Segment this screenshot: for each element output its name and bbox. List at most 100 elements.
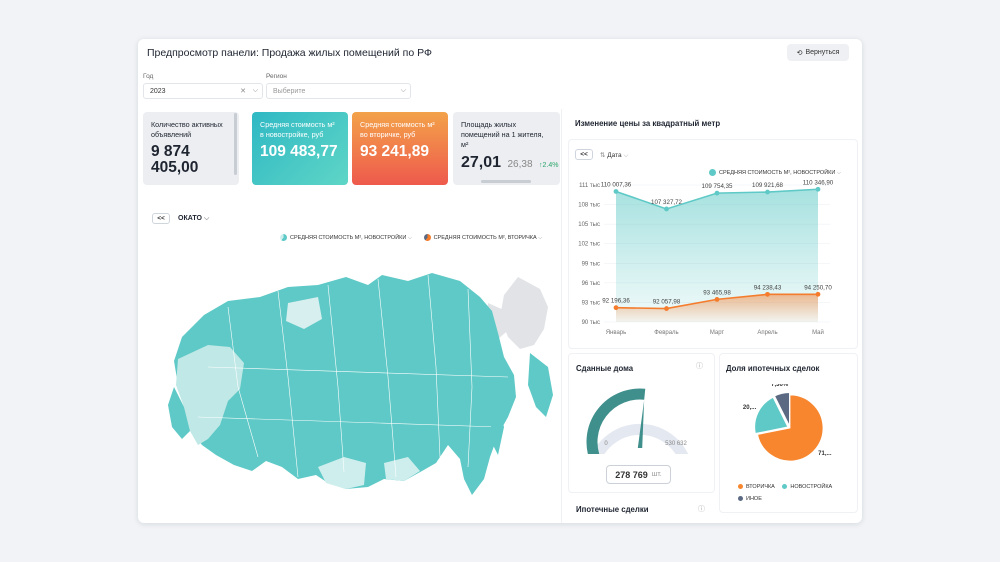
data-point[interactable] <box>765 291 770 297</box>
share-legend: ВТОРИЧКА НОВОСТРОЙКА ИНОЕ <box>738 484 832 502</box>
data-point[interactable] <box>765 189 770 195</box>
year-value: 2023 <box>150 87 166 95</box>
gauge-min-label: 0 <box>604 441 608 447</box>
pie-slice[interactable] <box>774 392 790 426</box>
y-tick-label: 111 тыс <box>579 183 600 189</box>
gauge-fill <box>586 388 646 454</box>
region-placeholder: Выберите <box>273 87 306 95</box>
kpi-label: Средняя стоимость м² во вторичке, руб <box>360 120 435 139</box>
back-button[interactable]: ⟲ Вернуться <box>787 44 849 61</box>
map-region-main[interactable] <box>174 273 516 495</box>
gauge-chart: 0 530 632 <box>586 388 689 454</box>
legend-dot-icon <box>738 484 743 490</box>
back-label: Вернуться <box>805 49 840 56</box>
gauge-track <box>591 423 689 454</box>
map-legend-secondary: СРЕДНЯЯ СТОИМОСТЬ М², ВТОРИЧКА <box>433 234 537 241</box>
gauge-value-box: 278 769 шт. <box>606 465 671 484</box>
data-label: 94 250,70 <box>804 284 832 291</box>
y-tick-label: 105 тыс <box>578 222 600 228</box>
year-select[interactable]: 2023 ✕ ⌵ <box>143 83 263 99</box>
legend-dot-icon <box>709 169 716 176</box>
kpi-label: Средняя стоимость м² в новостройке, руб <box>260 120 335 139</box>
divider <box>561 109 562 523</box>
data-point[interactable] <box>664 206 669 212</box>
chart-back-button[interactable]: << <box>575 149 593 160</box>
data-label: 94 238,43 <box>754 284 782 291</box>
x-tick-label: Апрель <box>757 330 777 336</box>
data-label: 110 346,90 <box>803 179 834 186</box>
share-box <box>719 353 858 513</box>
map-level-select[interactable]: ОКАТО ⌵ <box>178 215 210 222</box>
map-level-label: ОКАТО <box>178 215 202 222</box>
gauge-unit: шт. <box>651 471 662 478</box>
data-point[interactable] <box>613 305 619 311</box>
pie-label: 7,36% <box>771 384 789 388</box>
data-label: 110 007,36 <box>601 181 632 188</box>
gauge-value: 278 769 <box>615 469 648 480</box>
data-point[interactable] <box>664 306 669 311</box>
series-area <box>616 189 818 322</box>
gauge-box <box>568 353 715 493</box>
kpi-card-new-price: Средняя стоимость м² в новостройке, руб … <box>252 112 348 185</box>
map-region-chukotka[interactable] <box>500 277 548 349</box>
data-point[interactable] <box>613 189 619 194</box>
map-legend-new: СРЕДНЯЯ СТОИМОСТЬ М², НОВОСТРОЙКИ <box>290 234 407 241</box>
page-title: Предпросмотр панели: Продажа жилых помещ… <box>147 47 432 59</box>
series-area <box>616 294 818 322</box>
legend-label: НОВОСТРОЙКА <box>790 484 833 490</box>
chart-dim-select[interactable]: ⇅ Дата ⌵ <box>600 152 629 159</box>
scrollbar[interactable] <box>481 180 531 183</box>
region-select[interactable]: Выберите ⌵ <box>266 83 411 99</box>
map-back-button[interactable]: << <box>152 213 170 224</box>
y-tick-label: 108 тыс <box>578 203 600 209</box>
info-icon[interactable]: ⓘ <box>696 363 703 370</box>
mortgage-title: Ипотечные сделки <box>576 505 649 514</box>
gauge-needle <box>637 400 645 448</box>
pie-slice[interactable] <box>754 396 789 434</box>
map-region-south[interactable] <box>168 387 190 439</box>
map-region-west[interactable] <box>176 345 244 445</box>
scrollbar[interactable] <box>234 113 237 175</box>
legend-secondary-icon <box>423 234 431 241</box>
data-point[interactable] <box>815 186 821 192</box>
kpi-delta: 2.4% <box>542 162 559 169</box>
pie-slice[interactable] <box>757 394 824 462</box>
x-tick-label: Март <box>710 330 725 336</box>
sort-icon: ⇅ <box>600 152 606 159</box>
chart-legend: СРЕДНЯЯ СТОИМОСТЬ М², НОВОСТРОЙКИ ⌵ <box>709 169 841 177</box>
data-label: 107 327,72 <box>651 199 683 206</box>
kpi-card-secondary-price: Средняя стоимость м² во вторичке, руб 93… <box>352 112 448 185</box>
data-point[interactable] <box>714 296 720 302</box>
y-tick-label: 96 тыс <box>582 281 600 287</box>
price-chart-box <box>568 139 858 349</box>
map-legend: СРЕДНЯЯ СТОИМОСТЬ М², НОВОСТРОЙКИ ⌵ СРЕД… <box>280 234 542 242</box>
legend-new-icon <box>280 234 287 241</box>
legend-label: ИНОЕ <box>746 496 762 502</box>
chart-legend-label: СРЕДНЯЯ СТОИМОСТЬ М², НОВОСТРОЙКИ <box>719 169 836 176</box>
map-region-light[interactable] <box>286 297 322 329</box>
info-icon[interactable]: ⓘ <box>698 506 705 513</box>
kpi-value: 93 241,89 <box>360 143 429 160</box>
map-region-light3[interactable] <box>384 457 420 481</box>
region-label: Регион <box>266 73 287 80</box>
data-point[interactable] <box>815 291 821 297</box>
data-label: 93 465,98 <box>703 289 731 296</box>
dashboard-panel: Предпросмотр панели: Продажа жилых помещ… <box>138 39 862 523</box>
chevron-down-icon: ⌵ <box>400 87 406 94</box>
clear-icon[interactable]: ✕ <box>240 88 246 95</box>
map-region-kamchatka[interactable] <box>528 353 553 417</box>
map-region-light2[interactable] <box>318 457 366 489</box>
data-point[interactable] <box>714 190 720 196</box>
map-region-sakhalin[interactable] <box>490 397 504 455</box>
share-pie: 71,... 20,... 7,36% <box>743 384 832 462</box>
russia-map[interactable] <box>168 267 558 497</box>
undo-icon: ⟲ <box>796 49 803 57</box>
kpi-value: 27,01 <box>461 154 502 171</box>
data-label: 109 921,68 <box>752 182 784 189</box>
kpi-prev-value: 26,38 <box>507 159 533 170</box>
y-tick-label: 102 тыс <box>578 242 600 248</box>
map-borders <box>197 274 509 478</box>
data-label: 92 196,36 <box>602 298 630 305</box>
x-tick-label: Январь <box>606 330 627 336</box>
legend-dot-icon <box>782 484 788 490</box>
